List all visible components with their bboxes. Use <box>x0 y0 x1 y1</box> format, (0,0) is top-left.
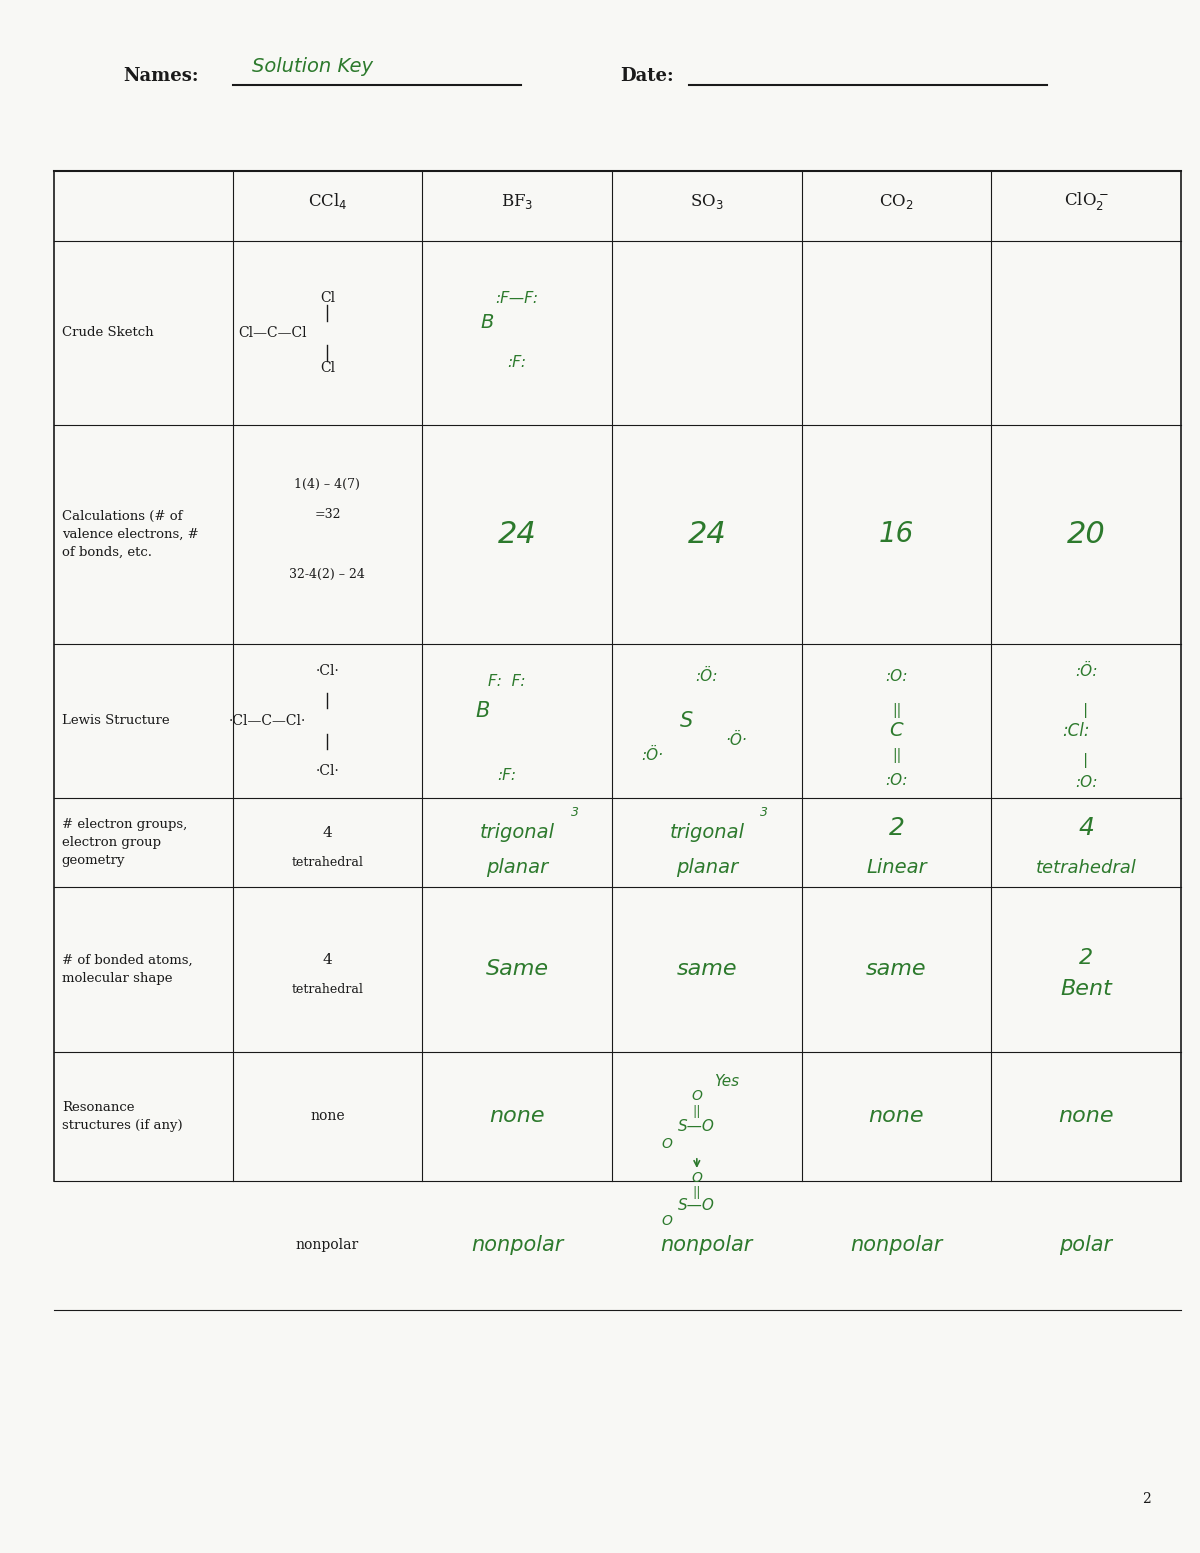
Text: CCl$_4$: CCl$_4$ <box>307 191 347 211</box>
Text: Bent: Bent <box>1060 980 1112 999</box>
Text: ·Ö·: ·Ö· <box>726 733 748 749</box>
Text: ||: || <box>692 1104 701 1118</box>
Text: tetrahedral: tetrahedral <box>292 983 364 995</box>
Text: 3: 3 <box>761 806 768 820</box>
Text: CO$_2$: CO$_2$ <box>880 191 914 211</box>
Text: ||: || <box>692 1186 701 1199</box>
Text: same: same <box>866 960 926 980</box>
Text: F̈:  F̈:: F̈: F̈: <box>488 674 526 688</box>
Text: B: B <box>475 700 490 721</box>
Text: O: O <box>691 1089 702 1103</box>
Text: # of bonded atoms,
molecular shape: # of bonded atoms, molecular shape <box>61 954 192 985</box>
Text: :F̈:: :F̈: <box>508 356 527 370</box>
Text: nonpolar: nonpolar <box>295 1238 359 1252</box>
Text: :Ö:: :Ö: <box>1075 663 1097 679</box>
Text: Cl: Cl <box>320 360 335 374</box>
Text: ||: || <box>892 704 901 719</box>
Text: :Cl:: :Cl: <box>1062 722 1090 739</box>
Text: 4: 4 <box>323 826 332 840</box>
Text: planar: planar <box>486 857 548 877</box>
Text: ·Cl·: ·Cl· <box>316 764 340 778</box>
Text: :O:: :O: <box>1075 775 1097 790</box>
Text: # electron groups,
electron group
geometry: # electron groups, electron group geomet… <box>61 818 187 867</box>
Text: nonpolar: nonpolar <box>851 1236 943 1255</box>
Text: nonpolar: nonpolar <box>470 1236 563 1255</box>
Text: 4: 4 <box>1078 815 1094 840</box>
Text: 20: 20 <box>1067 520 1105 548</box>
Text: none: none <box>869 1106 924 1126</box>
Text: ||: || <box>892 749 901 763</box>
Text: S: S <box>680 711 694 731</box>
Text: planar: planar <box>676 857 738 877</box>
Text: :Ö·: :Ö· <box>641 749 664 763</box>
Text: none: none <box>490 1106 545 1126</box>
Text: 1(4) – 4(7): 1(4) – 4(7) <box>294 478 360 491</box>
Text: |: | <box>1084 753 1088 769</box>
Text: Yes: Yes <box>714 1073 739 1089</box>
Text: nonpolar: nonpolar <box>660 1236 752 1255</box>
Text: Date:: Date: <box>620 67 673 85</box>
Text: 2: 2 <box>1142 1492 1151 1506</box>
Text: Resonance
structures (if any): Resonance structures (if any) <box>61 1101 182 1132</box>
Text: C: C <box>889 721 904 741</box>
Text: tetrahedral: tetrahedral <box>1036 859 1136 876</box>
Text: ·Cl—C—Cl·: ·Cl—C—Cl· <box>229 714 306 728</box>
Text: :O:: :O: <box>886 668 907 683</box>
Text: 32-4(2) – 24: 32-4(2) – 24 <box>289 567 365 581</box>
Text: 16: 16 <box>878 520 914 548</box>
Text: :Ö:: :Ö: <box>696 668 718 683</box>
Text: Same: Same <box>486 960 548 980</box>
Text: ·Cl·: ·Cl· <box>316 665 340 679</box>
Text: Names:: Names: <box>124 67 199 85</box>
Text: Cl: Cl <box>320 290 335 304</box>
Text: S—O: S—O <box>678 1199 715 1213</box>
Text: :O:: :O: <box>886 773 907 787</box>
Text: SO$_3$: SO$_3$ <box>690 191 724 211</box>
Text: polar: polar <box>1060 1236 1112 1255</box>
Text: trigonal: trigonal <box>480 823 554 842</box>
Text: Cl—C—Cl: Cl—C—Cl <box>239 326 307 340</box>
Text: :F̈—F̈:: :F̈—F̈: <box>496 290 539 306</box>
Text: Crude Sketch: Crude Sketch <box>61 326 154 340</box>
Text: =32: =32 <box>314 508 341 520</box>
Text: O: O <box>661 1137 672 1151</box>
Text: B: B <box>481 314 494 332</box>
Text: 24: 24 <box>688 520 726 548</box>
Text: none: none <box>310 1109 344 1123</box>
Text: O: O <box>661 1213 672 1227</box>
Text: 3: 3 <box>571 806 578 820</box>
Text: BF$_3$: BF$_3$ <box>500 191 533 211</box>
Text: trigonal: trigonal <box>670 823 744 842</box>
Text: same: same <box>677 960 737 980</box>
Text: Calculations (# of
valence electrons, #
of bonds, etc.: Calculations (# of valence electrons, # … <box>61 509 198 559</box>
Text: O: O <box>691 1171 702 1185</box>
Text: none: none <box>1058 1106 1114 1126</box>
Text: S—O: S—O <box>678 1118 715 1134</box>
Text: Solution Key: Solution Key <box>252 57 373 76</box>
Text: 2: 2 <box>1079 947 1093 968</box>
Text: 4: 4 <box>323 952 332 966</box>
Text: 2: 2 <box>888 815 905 840</box>
Text: Lewis Structure: Lewis Structure <box>61 714 169 727</box>
Text: :F̈:: :F̈: <box>498 769 517 783</box>
Text: ClO$_2^-$: ClO$_2^-$ <box>1063 189 1109 213</box>
Text: Linear: Linear <box>866 857 926 877</box>
Text: tetrahedral: tetrahedral <box>292 856 364 870</box>
Text: 24: 24 <box>498 520 536 548</box>
Text: |: | <box>1084 704 1088 719</box>
